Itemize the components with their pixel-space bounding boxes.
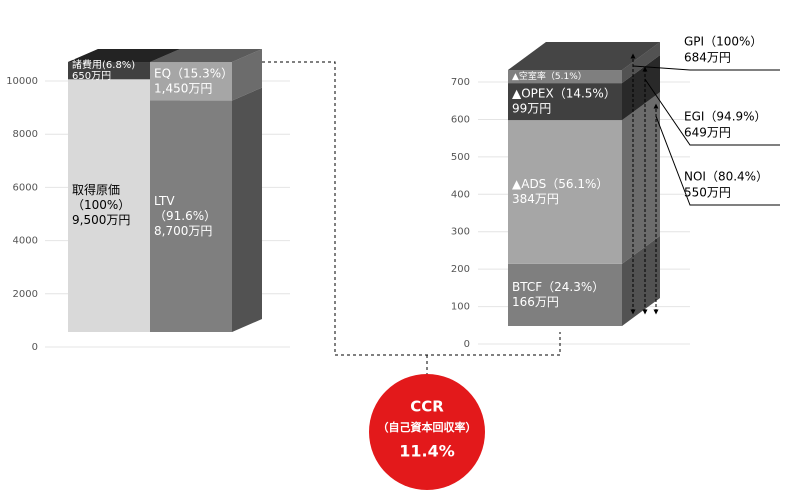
bar-top: [150, 49, 262, 63]
segment-label: EQ（15.3%）: [154, 66, 233, 80]
bar-top-shade: [68, 49, 180, 63]
y-tick-label: 0: [464, 339, 470, 350]
y-tick-label: 300: [451, 227, 470, 238]
segment-label: 650万円: [72, 71, 111, 82]
y-tick-label: 500: [451, 152, 470, 163]
bracket-name: NOI（80.4%）: [684, 170, 768, 184]
bracket-name: GPI（100%）: [684, 35, 762, 49]
y-tick-label: 100: [451, 302, 470, 313]
ccr-circle: [369, 374, 485, 490]
y-tick-label: 600: [451, 114, 470, 125]
connector: [262, 61, 561, 374]
y-tick-label: 2000: [13, 289, 38, 300]
ccr-value: 11.4%: [399, 442, 455, 461]
y-tick-label: 6000: [13, 182, 38, 193]
segment-label: ▲空室率（5.1%）: [512, 70, 587, 82]
segment-label: LTV: [154, 194, 175, 208]
y-tick-label: 4000: [13, 236, 38, 247]
segment-label: BTCF（24.3%）: [512, 280, 604, 294]
ccr-subtitle: （自己資本回収率）: [378, 420, 477, 434]
bracket-value: 649万円: [684, 126, 731, 140]
bar-side-shade: [232, 49, 262, 101]
bar-top: [68, 49, 180, 63]
segment-label: （100%）: [72, 198, 130, 212]
bar-segment: [150, 62, 232, 101]
y-tick-label: 400: [451, 189, 470, 200]
bracket-value: 550万円: [684, 186, 731, 200]
bar-segment: [508, 70, 622, 84]
leader-line: [632, 65, 780, 71]
y-tick-label: 200: [451, 264, 470, 275]
bar-top: [508, 42, 660, 71]
segment-label: ▲OPEX（14.5%）: [512, 87, 616, 101]
segment-label: 166万円: [512, 295, 559, 309]
segment-label: （91.6%）: [154, 209, 216, 223]
leader-line: [655, 115, 780, 206]
bar-side: [232, 49, 262, 101]
segment-label: 諸費用(6.8%): [72, 58, 135, 71]
bar-top-shade: [508, 42, 660, 71]
bar-top-shade: [150, 49, 262, 63]
bracket-name: EGI（94.9%）: [684, 110, 767, 124]
leader-line: [644, 78, 780, 146]
ccr-title: CCR: [410, 398, 444, 416]
segment-label: 1,450万円: [154, 81, 212, 95]
segment-label: 取得原価: [72, 182, 120, 197]
bar-segment: [508, 83, 622, 121]
segment-label: 99万円: [512, 102, 551, 116]
bar-segment: [508, 263, 622, 326]
bar-segment: [508, 120, 622, 264]
segment-label: ▲ADS（56.1%）: [512, 177, 608, 191]
bracket-value: 684万円: [684, 51, 731, 65]
segment-label: 9,500万円: [72, 213, 130, 227]
bar-segment: [68, 79, 150, 332]
y-tick-label: 10000: [6, 76, 38, 87]
bar-side: [232, 87, 262, 332]
bar-side-shade: [622, 92, 660, 264]
segment-label: 384万円: [512, 192, 559, 206]
segment-label: 8,700万円: [154, 224, 212, 238]
bar-segment: [68, 62, 150, 80]
y-tick-label: 8000: [13, 129, 38, 140]
y-tick-label: 700: [451, 77, 470, 88]
y-tick-label: 0: [32, 342, 38, 353]
bar-side-shade: [232, 87, 262, 332]
bar-segment: [150, 100, 232, 332]
